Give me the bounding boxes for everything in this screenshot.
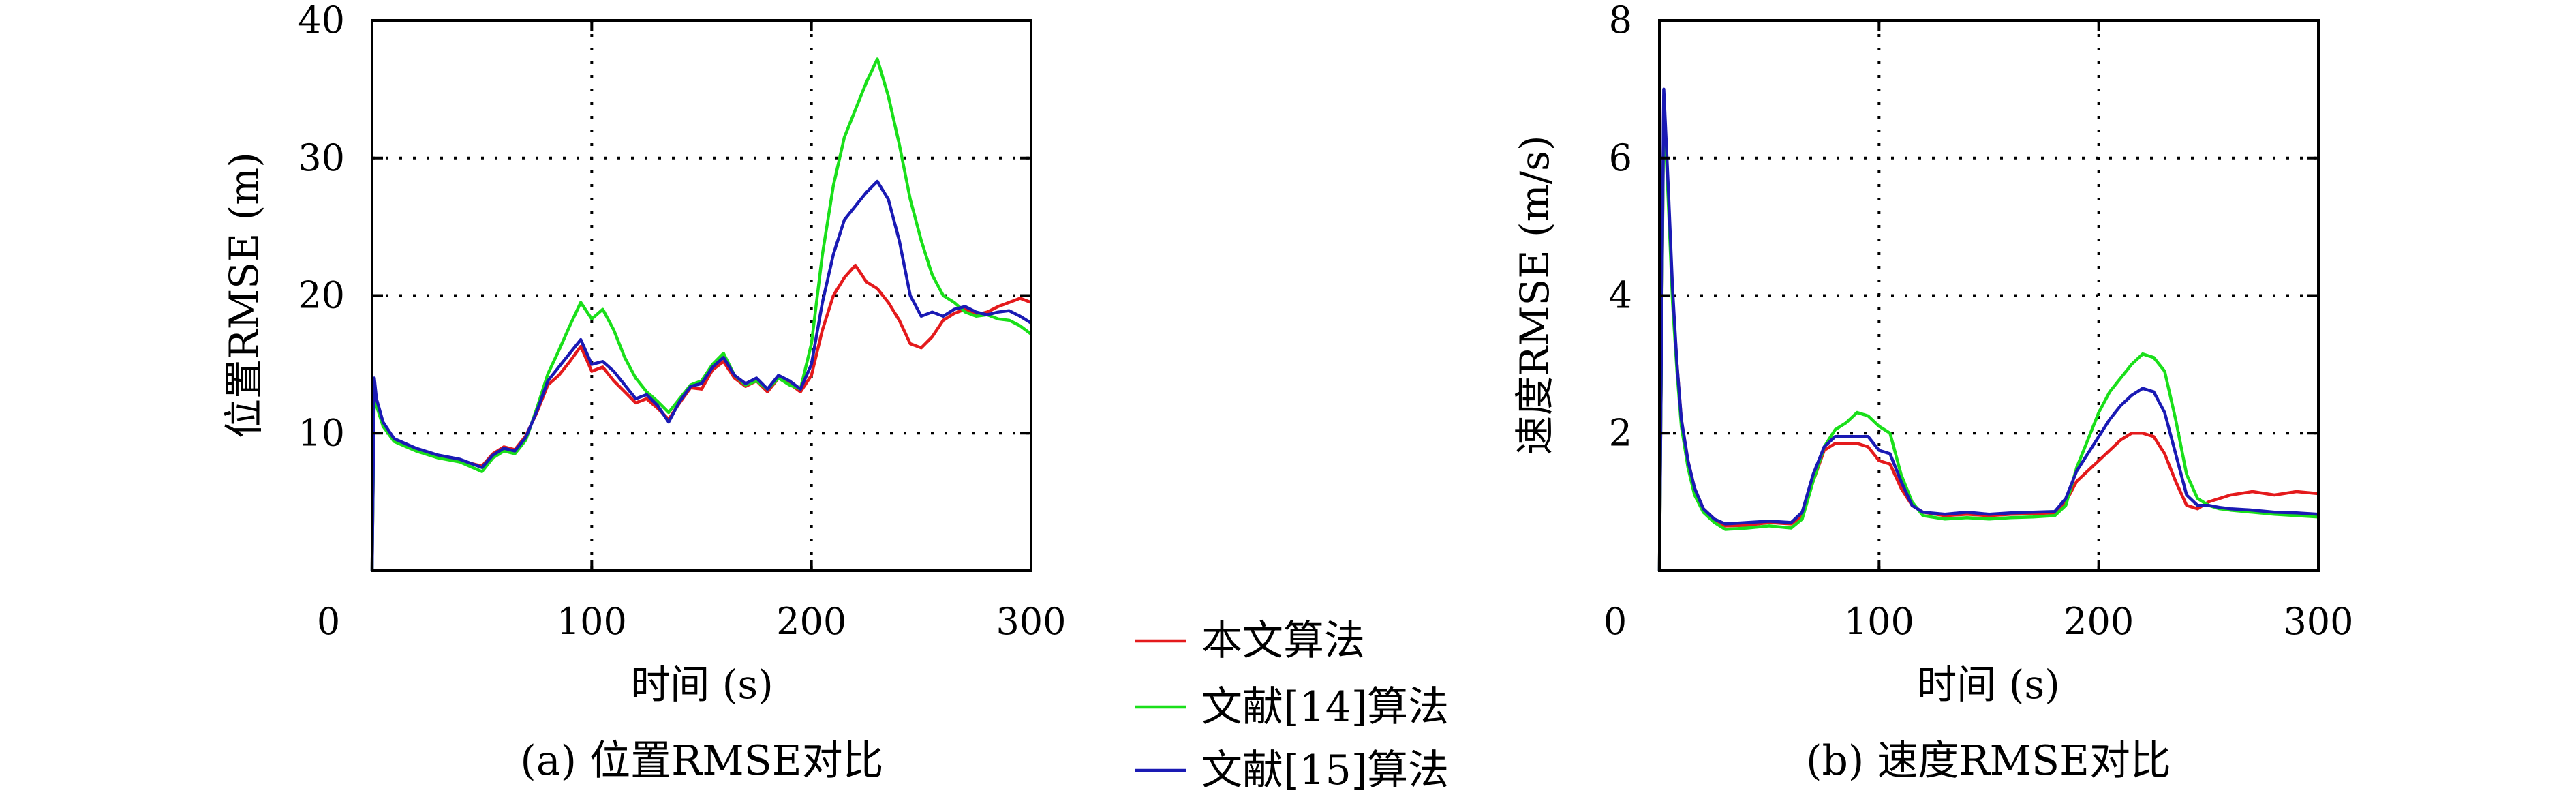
- series-line-2: [1657, 101, 2319, 571]
- y-tick-label: 2: [1609, 411, 1632, 454]
- x-tick-label: 200: [2064, 600, 2134, 643]
- legend: 本文算法 文献[14]算法 文献[15]算法: [1135, 617, 1449, 794]
- series-line-1: [1657, 94, 2319, 571]
- x-tick-label: 300: [2283, 600, 2353, 643]
- y-tick-label: 8: [1609, 0, 1632, 42]
- x-tick-label: 100: [1844, 600, 1914, 643]
- series-line-3: [370, 179, 1032, 571]
- x-tick-label: 300: [996, 600, 1066, 643]
- y-tick-label: 10: [298, 411, 345, 454]
- y-tick-label: 40: [298, 0, 345, 42]
- x-axis-label: 时间 (s): [630, 661, 773, 708]
- chart-caption: (a) 位置RMSE对比: [520, 737, 883, 785]
- legend-label-ref14: 文献[14]算法: [1201, 683, 1449, 731]
- y-tick-label: 20: [298, 274, 345, 317]
- chart-position-rmse: 100 200 300 10 20 30 40 0 时间 (s) 位置RMSE (m) (a…: [221, 0, 1067, 785]
- series-line-3: [1657, 87, 2319, 571]
- corner-label: 0: [317, 600, 340, 643]
- chart-caption: (b) 速度RMSE对比: [1806, 737, 2171, 785]
- legend-label-proposed: 本文算法: [1201, 617, 1365, 665]
- y-tick-label: 6: [1609, 136, 1632, 179]
- legend-label-ref15: 文献[15]算法: [1201, 747, 1449, 794]
- y-tick-label: 30: [298, 136, 345, 179]
- series-line-2: [370, 57, 1032, 571]
- y-tick-label: 4: [1609, 274, 1632, 317]
- y-axis-label: 速度RMSE (m/s): [1512, 135, 1558, 455]
- corner-label: 0: [1604, 600, 1627, 643]
- y-axis-label: 位置RMSE (m): [221, 152, 267, 438]
- x-tick-label: 200: [776, 600, 846, 643]
- chart-velocity-rmse: 100 200 300 2 4 6 8 0 时间 (s) 速度RMSE (m/s) (b) …: [1512, 0, 2354, 785]
- x-tick-label: 100: [557, 600, 627, 643]
- x-axis-label: 时间 (s): [1917, 661, 2059, 708]
